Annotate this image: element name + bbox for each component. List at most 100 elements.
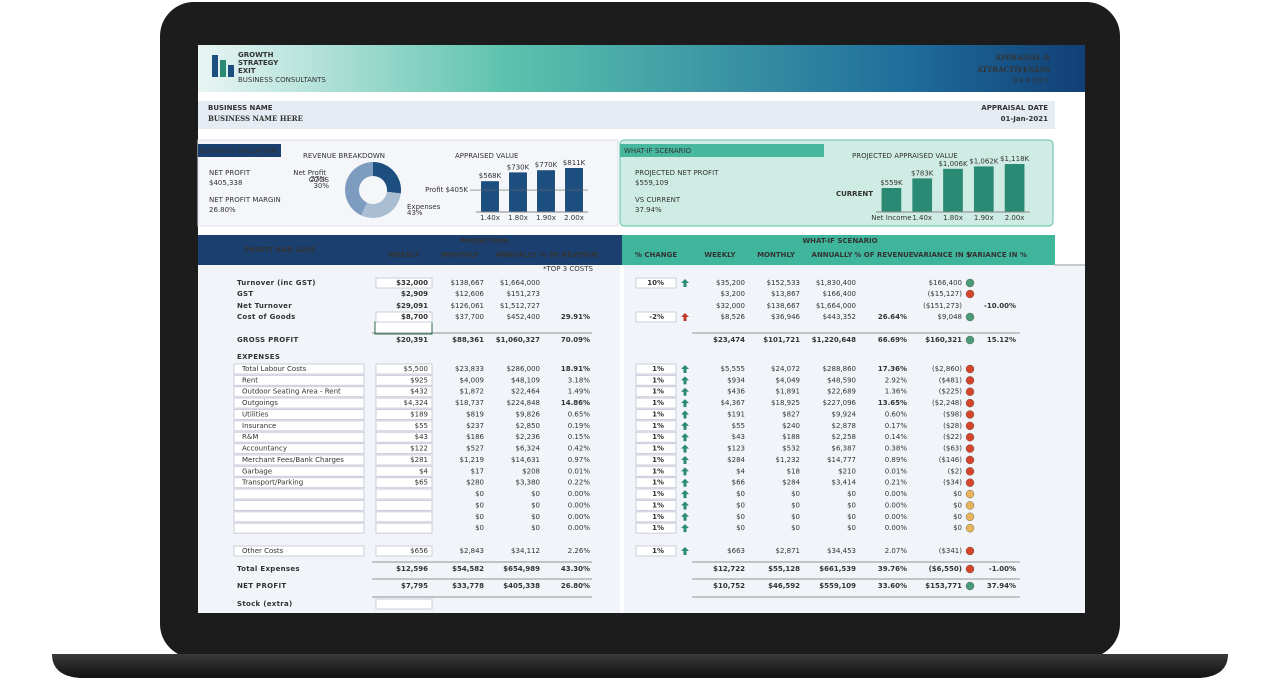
cell: $138,667 (451, 279, 484, 287)
change-input[interactable]: 1% (652, 388, 664, 396)
cell: $189 (410, 410, 428, 418)
input-box[interactable] (635, 363, 677, 375)
input-box[interactable] (635, 420, 677, 432)
input-box[interactable] (635, 277, 677, 289)
cell: $2,236 (516, 433, 541, 441)
cell: $23,474 (713, 336, 745, 344)
status-dot (965, 489, 975, 499)
status-dot (965, 421, 975, 431)
change-input[interactable]: 1% (652, 467, 664, 475)
change-input[interactable]: 1% (652, 456, 664, 464)
column-header: % OF REVENUE (854, 251, 914, 259)
variance: $9,048 (938, 313, 963, 321)
change-input[interactable]: 1% (652, 433, 664, 441)
cell: $29,091 (396, 302, 428, 310)
business-name: BUSINESS NAME HERE (208, 114, 303, 123)
change-input[interactable]: 1% (652, 376, 664, 384)
change-input[interactable]: 1% (652, 490, 664, 498)
label-box (233, 477, 365, 489)
input-box[interactable] (635, 477, 677, 489)
x-label: 1.80x (943, 214, 963, 222)
cell: $188 (782, 433, 800, 441)
cell: $6,324 (516, 445, 541, 453)
cell: $88,361 (452, 336, 484, 344)
cell: $12,722 (713, 565, 745, 573)
input-box (375, 454, 433, 466)
laptop-base (52, 654, 1228, 678)
cell: 0.42% (568, 445, 591, 453)
report-subtitle: REPORT (1013, 77, 1050, 85)
change-input[interactable]: 1% (652, 513, 664, 521)
change-input[interactable]: 10% (647, 279, 664, 287)
row-label: Garbage (242, 467, 272, 475)
input-box[interactable] (635, 311, 677, 323)
input-box[interactable] (635, 397, 677, 409)
change-input[interactable]: 1% (652, 501, 664, 509)
cell: 0.01% (885, 467, 908, 475)
report-title: ATTRACTIVENESS (976, 65, 1050, 74)
chart-title: APPRAISED VALUE (455, 152, 518, 160)
variance: ($341) (939, 547, 963, 555)
cell: $4,049 (776, 376, 801, 384)
status-dot (965, 289, 975, 299)
cell: $9,924 (832, 410, 857, 418)
input-box[interactable] (635, 454, 677, 466)
input-box[interactable] (635, 386, 677, 398)
variance: ($22) (943, 433, 962, 441)
label-box (233, 408, 365, 420)
bar-label: $783K (911, 169, 934, 177)
cell: $0 (531, 524, 540, 532)
input-box[interactable] (635, 499, 677, 511)
margin: 26.80% (209, 206, 236, 214)
cell: 18.91% (561, 365, 590, 373)
cell: $210 (838, 467, 856, 475)
input-box[interactable] (635, 545, 677, 557)
change-input[interactable]: 1% (652, 479, 664, 487)
cell: $35,200 (716, 279, 745, 287)
input-box[interactable] (635, 522, 677, 534)
vs-current: 37.94% (635, 206, 662, 214)
change-input[interactable]: 1% (652, 445, 664, 453)
group-header: WHAT-IF SCENARIO (802, 237, 877, 245)
input-box[interactable] (635, 488, 677, 500)
cell: 0.00% (568, 490, 591, 498)
status-dot (965, 455, 975, 465)
cell: 29.91% (561, 313, 590, 321)
bar-label: $770K (535, 161, 558, 169)
input-box[interactable] (635, 465, 677, 477)
cell: $280 (466, 479, 484, 487)
label-box (233, 363, 365, 375)
slice-label: Net Profit (293, 169, 326, 177)
cell: $240 (782, 422, 800, 430)
label-box (233, 465, 365, 477)
change-input[interactable]: 1% (652, 365, 664, 373)
change-input[interactable]: 1% (652, 547, 664, 555)
cell: 0.38% (885, 445, 908, 453)
trend-arrow (681, 478, 689, 487)
change-input[interactable]: 1% (652, 399, 664, 407)
change-input[interactable]: -2% (649, 313, 664, 321)
change-input[interactable]: 1% (652, 524, 664, 532)
input-box[interactable] (635, 374, 677, 386)
cell: $0 (736, 524, 745, 532)
cell: 0.17% (885, 422, 908, 430)
input-box (375, 598, 433, 610)
input-box[interactable] (635, 431, 677, 443)
input-box[interactable] (635, 443, 677, 455)
change-input[interactable]: 1% (652, 422, 664, 430)
variance: ($2,248) (932, 399, 962, 407)
report-title: APPRAISAL & (994, 53, 1050, 62)
trend-arrow (681, 512, 689, 521)
input-box (375, 386, 433, 398)
cell: $208 (522, 467, 540, 475)
group-header: PROJECTION (460, 237, 508, 245)
logo-text: GROWTH (238, 51, 274, 59)
cell: $65 (415, 479, 428, 487)
input-box (375, 420, 433, 432)
column-header: WEEKLY (388, 251, 420, 259)
row-label: R&M (242, 433, 258, 441)
x-label: 1.90x (536, 214, 556, 222)
input-box[interactable] (635, 511, 677, 523)
input-box[interactable] (635, 408, 677, 420)
change-input[interactable]: 1% (652, 410, 664, 418)
